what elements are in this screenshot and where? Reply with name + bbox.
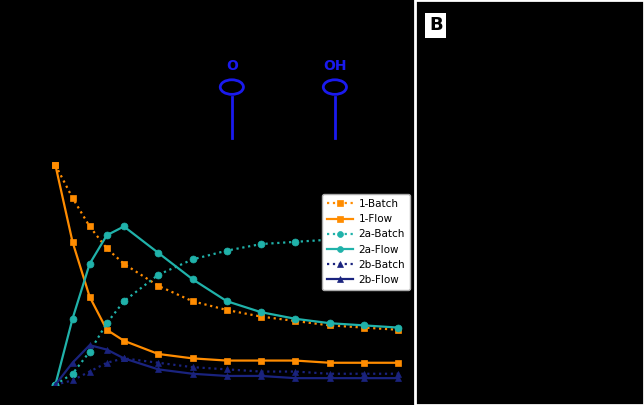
2b-Flow <box>394 376 402 381</box>
2b-Batch <box>103 360 111 365</box>
1-Batch <box>86 224 93 229</box>
2b-Batch <box>86 369 93 374</box>
2b-Flow <box>69 360 77 365</box>
2a-Flow <box>52 382 59 387</box>
1-Batch <box>223 307 231 312</box>
Line: 1-Flow: 1-Flow <box>52 162 402 366</box>
1-Flow <box>103 327 111 332</box>
2a-Flow <box>69 316 77 321</box>
2a-Flow <box>103 233 111 238</box>
1-Flow <box>155 352 162 356</box>
1-Batch <box>326 323 334 328</box>
1-Batch <box>257 314 265 319</box>
1-Flow <box>360 360 368 365</box>
2a-Batch <box>120 299 128 304</box>
1-Batch <box>52 162 59 167</box>
Line: 1-Batch: 1-Batch <box>52 162 402 333</box>
2b-Batch <box>257 369 265 374</box>
2b-Batch <box>394 371 402 376</box>
2b-Flow <box>292 376 299 381</box>
Line: 2b-Batch: 2b-Batch <box>52 355 402 388</box>
2a-Flow <box>189 277 196 281</box>
2b-Flow <box>223 373 231 378</box>
2a-Batch <box>326 237 334 242</box>
2b-Flow <box>257 373 265 378</box>
2a-Batch <box>155 273 162 277</box>
1-Flow <box>52 162 59 167</box>
1-Flow <box>69 239 77 244</box>
2b-Batch <box>292 369 299 374</box>
2a-Flow <box>120 224 128 229</box>
2b-Flow <box>189 371 196 376</box>
2a-Flow <box>223 299 231 304</box>
2a-Flow <box>292 316 299 321</box>
2b-Flow <box>120 356 128 361</box>
1-Batch <box>292 319 299 324</box>
2b-Batch <box>326 371 334 376</box>
2b-Batch <box>120 356 128 361</box>
Line: 2a-Batch: 2a-Batch <box>52 234 402 388</box>
2a-Batch <box>257 242 265 247</box>
1-Flow <box>189 356 196 361</box>
2a-Batch <box>69 371 77 376</box>
2b-Flow <box>52 382 59 387</box>
2a-Batch <box>189 257 196 262</box>
2b-Batch <box>155 360 162 365</box>
2b-Batch <box>69 378 77 383</box>
1-Flow <box>86 294 93 299</box>
1-Flow <box>394 360 402 365</box>
2b-Batch <box>52 382 59 387</box>
1-Batch <box>189 299 196 304</box>
2a-Batch <box>292 239 299 244</box>
2a-Flow <box>257 310 265 315</box>
2a-Flow <box>360 323 368 328</box>
2b-Batch <box>223 367 231 372</box>
2a-Batch <box>52 382 59 387</box>
1-Flow <box>223 358 231 363</box>
2b-Flow <box>155 367 162 372</box>
2a-Flow <box>86 261 93 266</box>
1-Batch <box>103 246 111 251</box>
2b-Flow <box>86 343 93 347</box>
Text: O: O <box>226 59 238 73</box>
1-Flow <box>120 338 128 343</box>
2b-Batch <box>360 371 368 376</box>
2a-Batch <box>360 235 368 240</box>
Line: 2b-Flow: 2b-Flow <box>52 342 402 388</box>
2a-Flow <box>155 250 162 255</box>
1-Flow <box>326 360 334 365</box>
1-Batch <box>394 327 402 332</box>
2a-Batch <box>86 350 93 354</box>
2a-Batch <box>103 321 111 326</box>
1-Batch <box>120 261 128 266</box>
1-Flow <box>257 358 265 363</box>
Text: B: B <box>429 16 442 34</box>
Text: OH: OH <box>323 59 346 73</box>
1-Flow <box>292 358 299 363</box>
1-Batch <box>69 196 77 200</box>
2b-Batch <box>189 365 196 370</box>
2a-Flow <box>326 321 334 326</box>
2b-Flow <box>326 376 334 381</box>
2b-Flow <box>360 376 368 381</box>
1-Batch <box>155 284 162 288</box>
2a-Batch <box>394 235 402 240</box>
Legend: 1-Batch, 1-Flow, 2a-Batch, 2a-Flow, 2b-Batch, 2b-Flow: 1-Batch, 1-Flow, 2a-Batch, 2a-Flow, 2b-B… <box>322 194 410 290</box>
2a-Batch <box>223 248 231 253</box>
Line: 2a-Flow: 2a-Flow <box>52 223 402 388</box>
1-Batch <box>360 325 368 330</box>
2b-Flow <box>103 347 111 352</box>
2a-Flow <box>394 325 402 330</box>
